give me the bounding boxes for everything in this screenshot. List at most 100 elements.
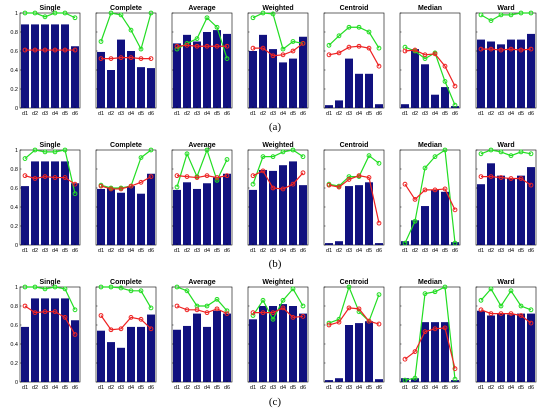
bar	[41, 24, 49, 108]
bar	[335, 100, 343, 108]
x-tick-label: d3	[270, 111, 276, 117]
green-point	[52, 284, 58, 290]
bar	[213, 310, 221, 382]
bar	[487, 315, 495, 382]
red-point	[98, 56, 104, 61]
red-point	[62, 175, 68, 180]
bar	[97, 188, 105, 245]
bar	[517, 175, 525, 245]
x-tick-label: d3	[42, 111, 48, 117]
green-point	[42, 149, 48, 155]
red-point	[326, 182, 332, 188]
y-tick-label: 0	[15, 106, 18, 112]
bar	[355, 323, 363, 382]
bar	[173, 43, 181, 108]
red-point	[452, 207, 458, 213]
green-point	[214, 178, 220, 183]
y-tick-label: 0.8	[10, 30, 18, 36]
red-point	[498, 175, 504, 180]
bar	[71, 46, 79, 108]
green-point	[138, 46, 144, 52]
y-tick-label: 0.8	[10, 167, 18, 173]
plot-frame	[95, 286, 157, 383]
bar	[421, 206, 429, 245]
green-point	[508, 12, 514, 18]
red-point	[204, 310, 210, 316]
panel-title: Centroid	[340, 5, 369, 12]
green-point	[432, 154, 438, 160]
x-tick-label: d5	[138, 385, 144, 391]
x-tick-label: d3	[194, 111, 200, 117]
x-tick-label: d1	[98, 385, 104, 391]
bar	[51, 24, 59, 108]
green-point	[108, 284, 114, 290]
plot-frame	[19, 149, 81, 246]
bar	[41, 161, 49, 245]
bar	[147, 68, 155, 108]
x-tick-label: d5	[214, 385, 220, 391]
x-tick-label: d6	[148, 111, 154, 117]
panel-title: Median	[418, 5, 442, 12]
bar	[183, 325, 191, 382]
bar	[137, 193, 145, 245]
green-point	[148, 147, 154, 153]
green-point	[498, 149, 504, 155]
green-point	[508, 288, 514, 294]
green-point	[138, 288, 144, 294]
chart-panel: Ward d1 d2 d3 d4 d5 d6	[475, 142, 537, 254]
x-tick-label: d5	[138, 111, 144, 117]
red-point	[108, 327, 114, 333]
red-point	[72, 332, 78, 337]
red-point	[488, 311, 494, 317]
bar	[289, 306, 297, 382]
x-tick-label: d5	[518, 385, 524, 391]
x-tick-label: d3	[498, 248, 504, 254]
plot-frame	[399, 149, 461, 246]
x-tick-label: d1	[98, 248, 104, 254]
bar	[173, 189, 181, 245]
green-point	[260, 297, 266, 303]
chart-panel: Centroid d1 d2 d3 d4 d5 d6	[323, 5, 385, 117]
plot-frame	[323, 12, 385, 109]
x-tick-label: d3	[498, 385, 504, 391]
red-point	[422, 52, 428, 58]
red-point	[280, 52, 286, 58]
x-tick-label: d1	[402, 385, 408, 391]
red-point	[224, 311, 230, 317]
x-tick-label: d1	[326, 385, 332, 391]
green-point	[528, 10, 534, 16]
y-tick-label: 0	[15, 243, 18, 249]
x-tick-label: d3	[346, 248, 352, 254]
y-tick-label: 0.6	[10, 186, 18, 192]
red-point	[98, 313, 104, 318]
red-point	[42, 47, 48, 53]
x-tick-label: d4	[508, 385, 514, 391]
x-tick-label: d6	[300, 248, 306, 254]
green-point	[184, 151, 190, 157]
green-point	[528, 307, 534, 313]
bar	[431, 94, 439, 108]
green-point	[326, 42, 332, 48]
green-point	[442, 147, 448, 153]
bar	[477, 310, 485, 382]
bar	[269, 306, 277, 382]
bar	[213, 30, 221, 109]
chart-panel: Average d1 d2 d3 d4 d5 d6	[171, 279, 233, 391]
bar	[517, 39, 525, 108]
x-tick-label: d5	[62, 385, 68, 391]
bar	[71, 183, 79, 245]
x-tick-label: d2	[108, 248, 114, 254]
x-tick-label: d5	[138, 248, 144, 254]
x-tick-label: d4	[508, 248, 514, 254]
bar	[203, 183, 211, 245]
red-point	[356, 43, 362, 49]
bar	[335, 241, 343, 245]
green-point	[32, 10, 38, 16]
red-point	[528, 182, 534, 188]
x-tick-label: d3	[118, 111, 124, 117]
bar	[269, 49, 277, 108]
x-tick-label: d6	[452, 111, 458, 117]
bar	[299, 185, 307, 245]
x-tick-label: d1	[22, 111, 28, 117]
